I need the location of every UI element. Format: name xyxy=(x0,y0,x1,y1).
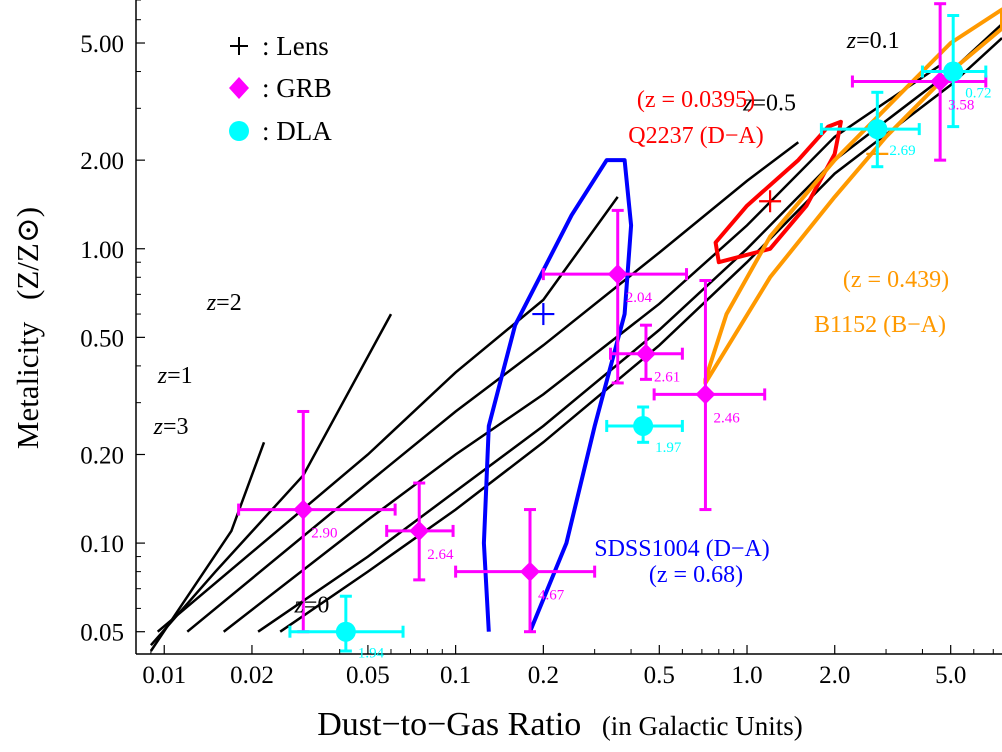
legend-label-lens: : Lens xyxy=(262,31,329,61)
y-tick-label: 5.00 xyxy=(80,31,124,58)
q2237-name-label: Q2237 (D−A) xyxy=(628,123,764,149)
redshift-track-line xyxy=(149,441,266,652)
redshift-track-line xyxy=(149,313,393,647)
x-tick-label: 0.05 xyxy=(346,662,390,689)
dla-point xyxy=(633,415,654,436)
grb-point xyxy=(520,561,541,582)
redshift-track-line xyxy=(186,141,800,633)
sdss1004-redshift-label: (z = 0.68) xyxy=(649,562,743,588)
dla-point-label: 1.94 xyxy=(358,646,385,662)
dla-point xyxy=(867,119,888,140)
sdss1004-name-label: SDSS1004 (D−A) xyxy=(594,536,770,562)
lens-contour xyxy=(481,158,634,633)
x-tick-label: 2.0 xyxy=(819,662,850,689)
lens-contour xyxy=(713,119,843,265)
dla-point xyxy=(335,621,356,642)
redshift-track-label: z=2 xyxy=(206,290,242,316)
grb-point xyxy=(607,264,628,285)
y-tick-label: 0.05 xyxy=(80,620,124,647)
x-tick-label: 5.0 xyxy=(935,662,966,689)
grb-point-label: 2.61 xyxy=(654,370,680,386)
y-tick-label: 0.10 xyxy=(80,531,124,558)
y-tick-label: 2.00 xyxy=(80,148,124,175)
dla-point-label: 2.69 xyxy=(889,143,915,159)
grb-point-label: 4.67 xyxy=(538,588,565,604)
redshift-track-line xyxy=(222,64,941,633)
x-axis-title-main: Dust−to−Gas Ratio xyxy=(317,706,581,743)
x-tick-label: 0.1 xyxy=(440,662,471,689)
redshift-track-label: z=1 xyxy=(157,363,193,389)
dla-point-label: 1.97 xyxy=(655,440,682,456)
legend-item-dla: : DLA xyxy=(229,116,332,146)
axes: 0.01 0.02 0.05 0.1 0.2 0.5 1.0 2.0 5.0 0.05 0.10 0.… xyxy=(80,0,1002,689)
legend-label-dla: : DLA xyxy=(262,116,332,146)
y-tick-label: 1.00 xyxy=(80,237,124,264)
x-axis-title: Dust−to−Gas Ratio (in Galactic Units) xyxy=(317,706,803,743)
legend-item-grb: : GRB xyxy=(229,73,332,103)
x-axis-title-units: (in Galactic Units) xyxy=(602,711,803,741)
redshift-track-line xyxy=(279,37,1002,633)
y-tick-label: 0.20 xyxy=(80,442,124,469)
grb-point-label: 2.90 xyxy=(311,526,337,542)
q2237-redshift-label: (z = 0.0395) xyxy=(637,87,755,113)
legend: : Lens : GRB : DLA xyxy=(229,31,332,146)
annotations-layer: 2.90 2.64 4.67 2.04 2.61 2.46 3.58 1.94 1.97 2.69… xyxy=(153,28,992,661)
redshift-track-line xyxy=(257,23,1002,633)
x-tick-label: 0.02 xyxy=(230,662,274,689)
grb-point xyxy=(635,343,656,364)
redshift-track-label: z=0 xyxy=(294,593,330,619)
redshift-track-label: z=0.5 xyxy=(742,90,796,116)
legend-item-lens: : Lens xyxy=(230,31,329,61)
lens-contour xyxy=(703,7,1002,385)
y-tick-label: 0.50 xyxy=(80,325,124,352)
x-tick-label: 1.0 xyxy=(731,662,762,689)
grb-point xyxy=(695,384,716,405)
y-axis-title-units: (Z/Z⊙) xyxy=(10,207,45,300)
grb-point xyxy=(409,520,430,541)
x-tick-label: 0.5 xyxy=(644,662,675,689)
legend-label-grb: : GRB xyxy=(262,73,332,103)
x-tick-label: 0.2 xyxy=(528,662,559,689)
grb-point-label: 3.58 xyxy=(948,98,974,114)
x-tick-label: 0.01 xyxy=(142,662,186,689)
dla-point-label: 0.72 xyxy=(965,86,991,102)
y-axis-title: Metalicity (Z/Z⊙) xyxy=(10,207,45,449)
grb-point xyxy=(293,499,314,520)
grb-point-label: 2.46 xyxy=(713,410,740,426)
redshift-track-label: z=3 xyxy=(153,414,189,440)
y-axis-title-main: Metalicity xyxy=(10,321,45,449)
dla-point xyxy=(943,61,964,82)
grb-point-label: 2.04 xyxy=(626,290,653,306)
plot-area xyxy=(149,2,1002,653)
redshift-track-label: z=0.1 xyxy=(846,28,900,54)
grb-point-label: 2.64 xyxy=(427,547,454,563)
b1152-redshift-label: (z = 0.439) xyxy=(843,267,949,293)
b1152-name-label: B1152 (B−A) xyxy=(814,312,946,338)
